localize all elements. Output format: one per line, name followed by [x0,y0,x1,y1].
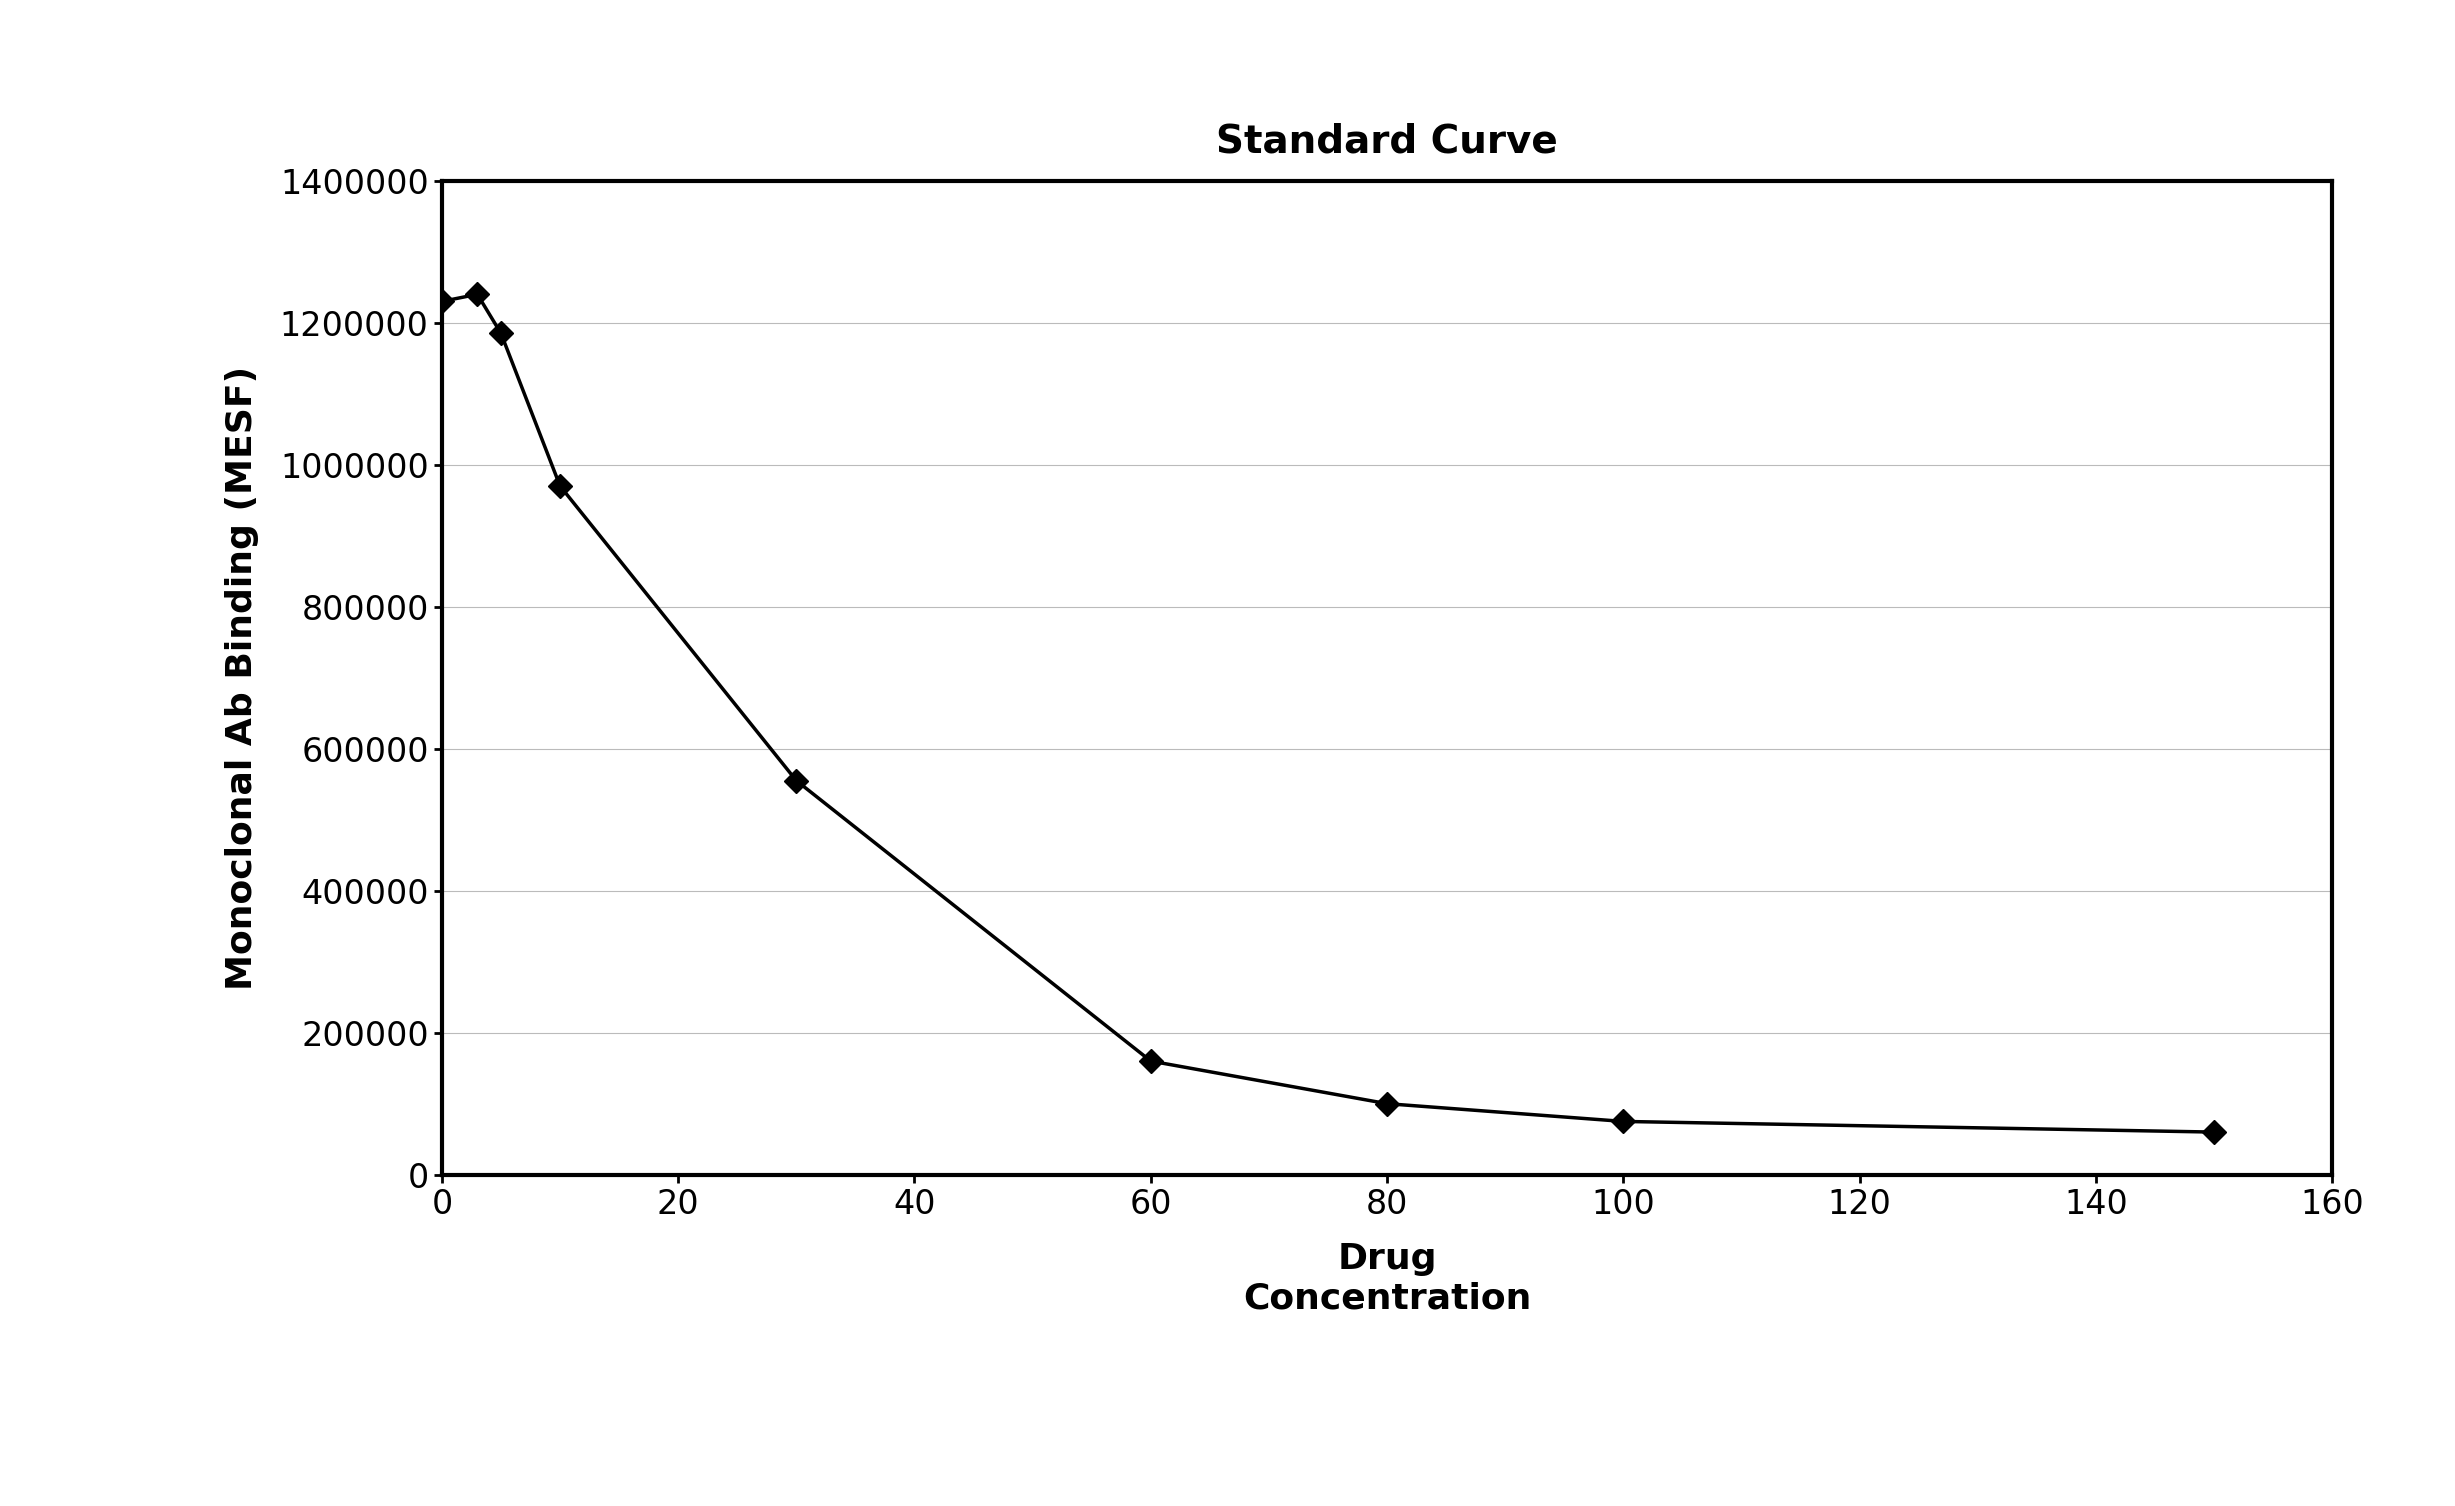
Y-axis label: Monoclonal Ab Binding (MESF): Monoclonal Ab Binding (MESF) [226,366,258,989]
Title: Standard Curve: Standard Curve [1215,123,1559,161]
X-axis label: Drug
Concentration: Drug Concentration [1242,1242,1532,1315]
